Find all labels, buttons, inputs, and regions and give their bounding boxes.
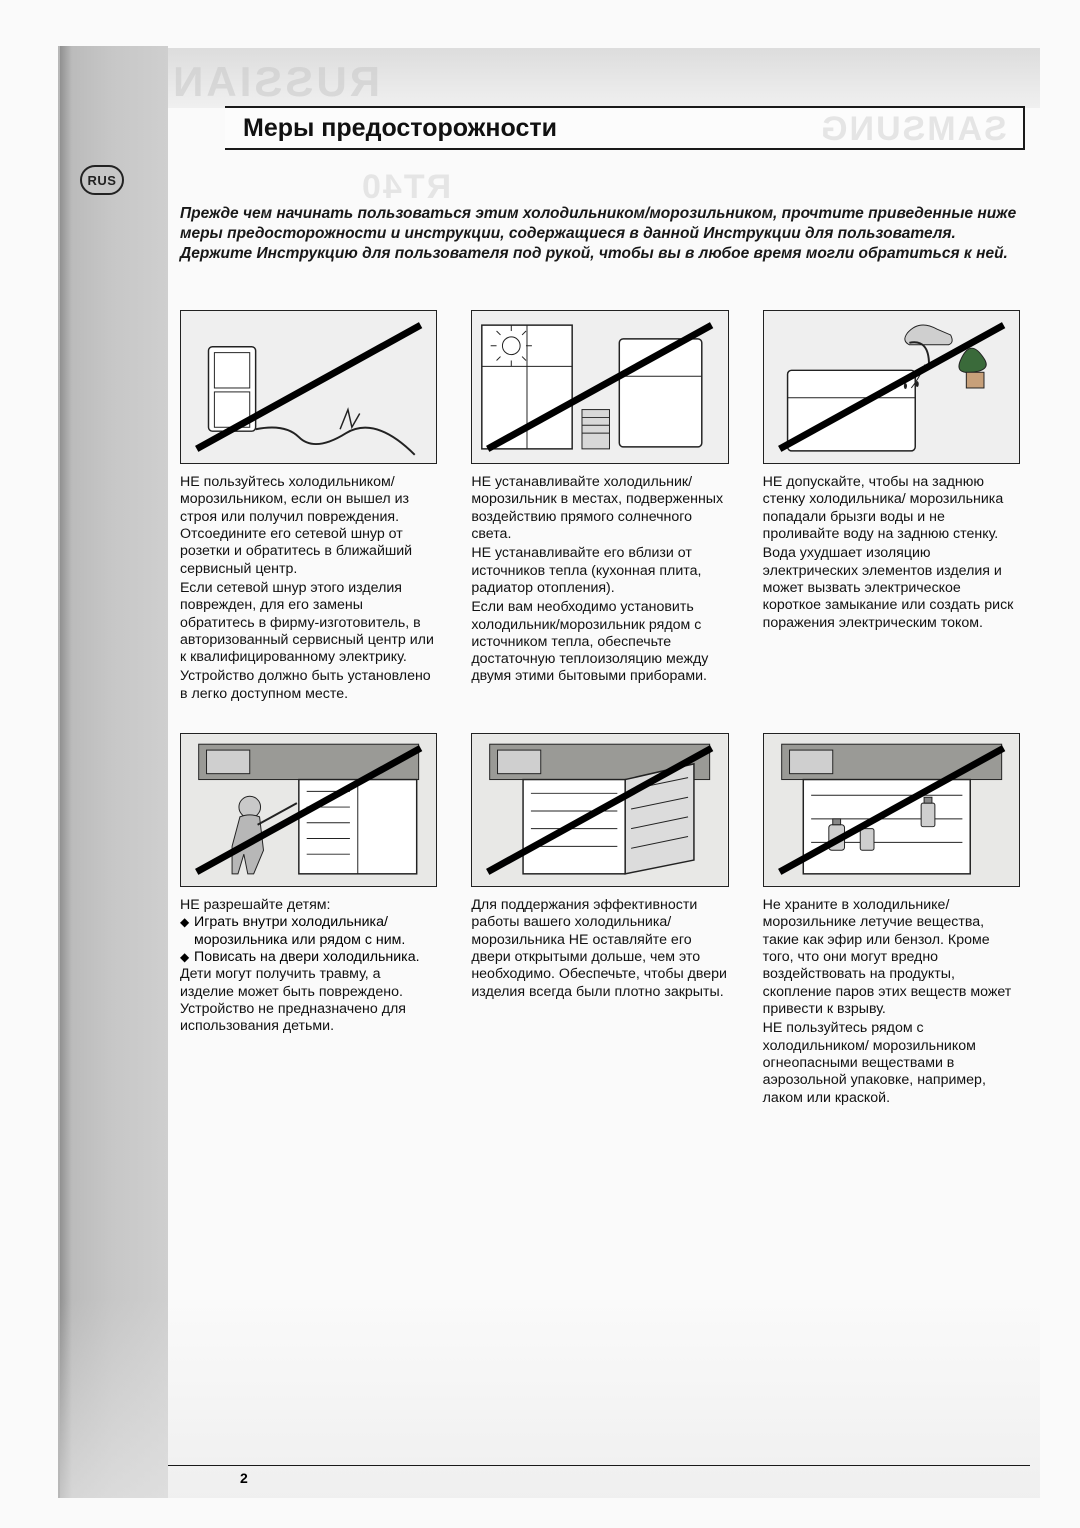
ghost-bleedthrough-3: RT40 — [360, 168, 451, 207]
cell2-text-3: Если вам необходимо установить холодильн… — [471, 599, 728, 686]
footer-rule — [168, 1465, 1030, 1466]
cell6-text-2: НЕ пользуйтесь рядом с холодильником/ мо… — [763, 1020, 1020, 1107]
left-margin-gutter-shadow — [60, 46, 72, 1498]
intro-paragraph: Прежде чем начинать пользоваться этим хо… — [180, 204, 1018, 263]
diamond-bullet-icon: ◆ — [180, 914, 194, 949]
title-bar: SAMSUNG Меры предосторожности — [225, 106, 1025, 150]
illustration-children — [180, 733, 437, 887]
cell2-text-2: НЕ устанавливайте его вблизи от источник… — [471, 545, 728, 597]
cell4-bullet-1: ◆Играть внутри холодильника/ морозильник… — [180, 914, 437, 949]
illustration-damaged-cord — [180, 310, 437, 464]
illustration-sunlight-heat — [471, 310, 728, 464]
precaution-cell-5: Для поддержания эффективности работы ваш… — [471, 733, 728, 1107]
precaution-grid: НЕ пользуйтесь холодильником/ морозильни… — [180, 310, 1020, 1107]
precaution-cell-2: НЕ устанавливайте холодильник/ морозильн… — [471, 310, 728, 703]
precaution-cell-1: НЕ пользуйтесь холодильником/ морозильни… — [180, 310, 437, 703]
illustration-door-open — [471, 733, 728, 887]
ghost-bleedthrough-2: SAMSUNG — [819, 110, 1007, 149]
illustration-volatile-substances — [763, 733, 1020, 887]
language-badge-label: RUS — [88, 173, 117, 188]
cell4-bullet-1-text: Играть внутри холодильника/ морозильника… — [194, 914, 437, 949]
cell3-text-2: Вода ухудшает изоляцию электрических эле… — [763, 545, 1020, 632]
cell5-text-1: Для поддержания эффективности работы ваш… — [471, 897, 728, 1001]
page-number: 2 — [240, 1470, 248, 1486]
cell1-text-1: НЕ пользуйтесь холодильником/ морозильни… — [180, 474, 437, 578]
precaution-cell-3: НЕ допускайте, чтобы на заднюю стенку хо… — [763, 310, 1020, 703]
cell6-text-1: Не храните в холодильнике/ морозильнике … — [763, 897, 1020, 1018]
page-title: Меры предосторожности — [243, 114, 557, 143]
precaution-cell-4: НЕ разрешайте детям: ◆Играть внутри холо… — [180, 733, 437, 1107]
precaution-cell-6: Не храните в холодильнике/ морозильнике … — [763, 733, 1020, 1107]
cell1-text-3: Устройство должно быть установлено в лег… — [180, 668, 437, 703]
illustration-water-back — [763, 310, 1020, 464]
cell4-lead: НЕ разрешайте детям: — [180, 897, 437, 914]
cell4-bullet-2-text: Повисать на двери холодильника. — [194, 949, 437, 966]
cell2-text-1: НЕ устанавливайте холодильник/ морозильн… — [471, 474, 728, 543]
cell1-text-2: Если сетевой шнур этого изделия поврежде… — [180, 580, 437, 667]
cell3-text-1: НЕ допускайте, чтобы на заднюю стенку хо… — [763, 474, 1020, 543]
cell4-tail: Дети могут получить травму, а изделие мо… — [180, 966, 437, 1035]
left-margin-strip — [58, 46, 168, 1498]
cell4-bullet-2: ◆Повисать на двери холодильника. — [180, 949, 437, 966]
diamond-bullet-icon: ◆ — [180, 949, 194, 966]
language-badge: RUS — [80, 165, 124, 195]
ghost-bleedthrough-1: RUSSIAN — [170, 58, 380, 106]
